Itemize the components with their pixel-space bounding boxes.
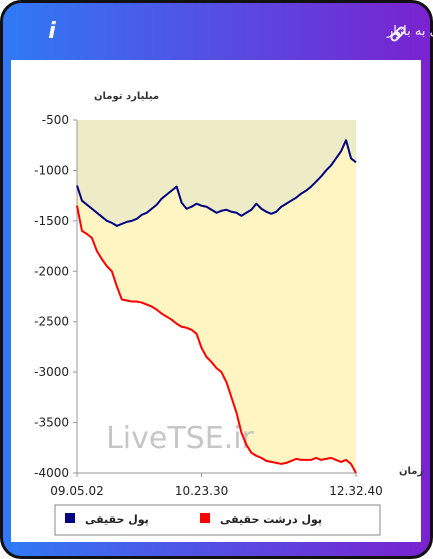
link-icon[interactable]	[390, 26, 406, 42]
series-line	[76, 139, 357, 227]
x-tick-label: 12.32.40	[329, 484, 382, 498]
y-axis-label: میلیارد تومان	[94, 91, 159, 102]
info-icon[interactable]: i	[48, 19, 56, 44]
legend-swatch	[65, 513, 75, 523]
x-tick-label: 09.05.02	[50, 484, 103, 498]
x-tick-label: 10.23.30	[175, 484, 228, 498]
legend-label: پول درشت حقیقی	[220, 513, 322, 526]
chart-title: برآیند ورود و خروج پول حقیقی و پول درشت …	[386, 22, 433, 39]
y-tick-label: -3500	[34, 416, 69, 430]
y-tick-label: -2500	[34, 315, 69, 329]
watermark: LiveTSE.ir	[106, 421, 254, 456]
legend-box	[54, 504, 381, 536]
legend-swatch	[200, 513, 210, 523]
plot: LiveTSE.ir -500 -1000 -1500 -2000 -2500 -3000 -…	[34, 91, 423, 498]
y-tick-label: -2000	[34, 264, 69, 278]
y-tick-label: -1500	[34, 214, 69, 228]
legend: پول حقیقی پول درشت حقیقی	[65, 513, 322, 526]
band-fill	[77, 140, 356, 473]
legend-label: پول حقیقی	[85, 513, 149, 526]
y-tick-label: -500	[42, 113, 69, 127]
x-axis-label: زمان	[399, 466, 423, 477]
y-tick-label: -4000	[34, 466, 69, 480]
y-tick-label: -3000	[34, 365, 69, 379]
series-line	[76, 205, 357, 474]
y-tick-label: -1000	[34, 163, 69, 177]
lower-fill	[77, 205, 356, 473]
